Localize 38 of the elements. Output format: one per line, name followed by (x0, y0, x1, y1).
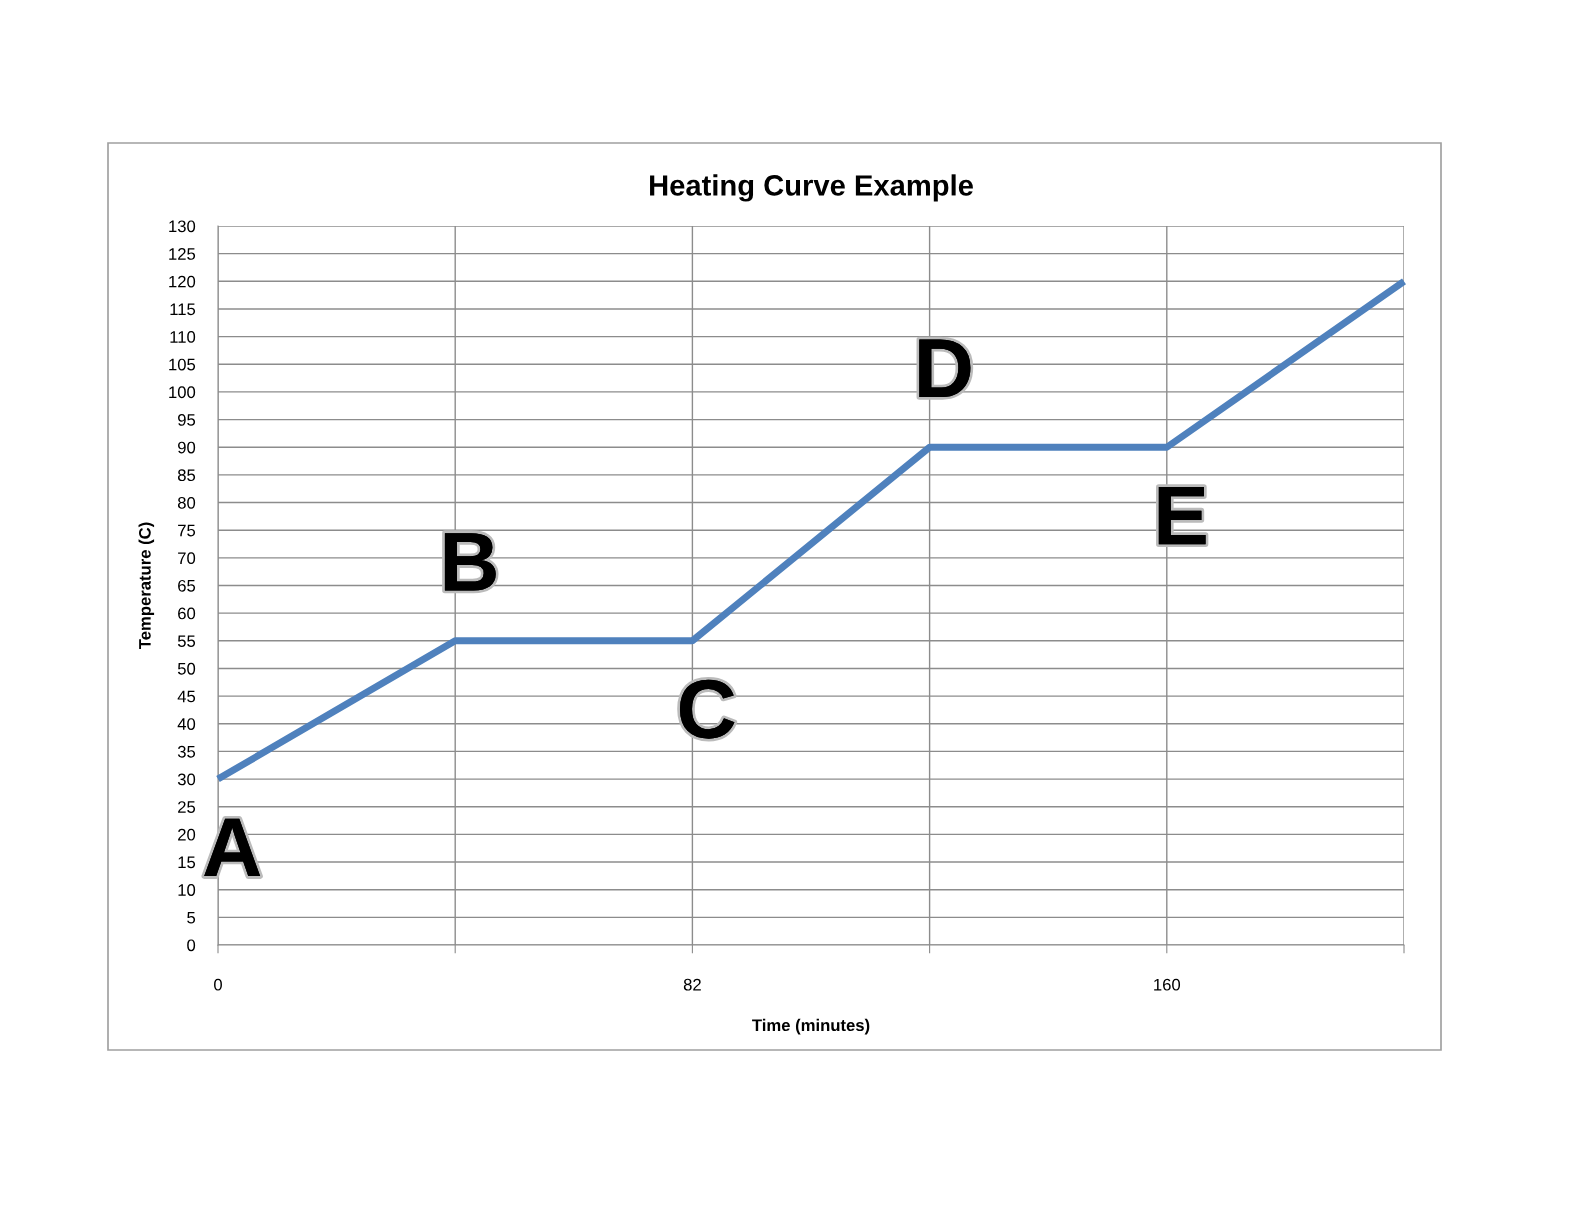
y-tick-label: 35 (177, 745, 196, 758)
annotation: E (1158, 486, 1206, 545)
y-tick-label: 85 (177, 469, 196, 482)
y-tick-label: 50 (177, 662, 196, 675)
y-tick-label: 105 (169, 358, 196, 371)
x-tick-label: 82 (683, 978, 701, 991)
y-tick-label: 65 (178, 579, 196, 592)
y-tick-label: 0 (187, 939, 196, 952)
y-tick-label: 75 (178, 524, 196, 537)
annotation: C (679, 679, 735, 739)
y-tick-label: 40 (177, 718, 196, 730)
y-tick-label: 70 (178, 552, 196, 565)
y-tick-label: 5 (187, 911, 196, 924)
y-tick-label: 125 (169, 248, 196, 260)
chart-title: Heating Curve Example (650, 174, 973, 202)
annotation: A (204, 818, 261, 877)
y-tick-label: 15 (178, 856, 196, 869)
y-tick-label: 120 (169, 275, 196, 288)
y-tick-label: 110 (170, 331, 196, 343)
x-tick-label: 0 (214, 978, 222, 991)
y-tick-label: 55 (177, 635, 196, 648)
y-tick-label: 90 (178, 441, 196, 454)
y-tick-label: 95 (178, 413, 196, 426)
y-tick-label: 25 (178, 801, 196, 813)
y-tick-label: 115 (170, 303, 196, 316)
y-tick-label: 30 (177, 773, 196, 786)
x-tick-label: 160 (1154, 978, 1181, 991)
y-tick-label: 45 (177, 690, 196, 703)
y-tick-label: 10 (178, 884, 196, 896)
y-tick-label: 60 (178, 607, 196, 620)
y-axis-title: Temperature (C) (138, 522, 155, 650)
y-tick-label: 20 (178, 828, 196, 841)
x-axis-title: Time (minutes) (752, 1018, 870, 1035)
y-tick-label: 80 (177, 496, 196, 509)
y-tick-label: 100 (169, 386, 196, 399)
annotation: B (444, 533, 496, 591)
annotation: D (919, 339, 971, 397)
y-tick-label: 130 (169, 220, 196, 233)
